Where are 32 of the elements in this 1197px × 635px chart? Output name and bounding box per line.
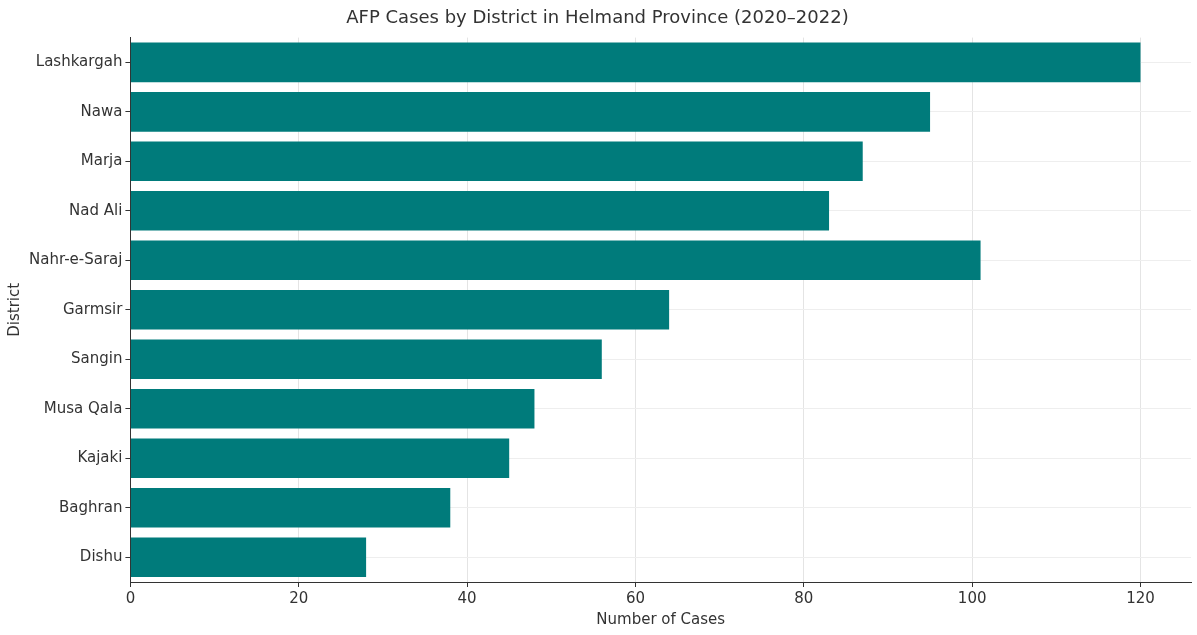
y-tick-label: Marja xyxy=(80,151,123,170)
bar xyxy=(130,438,510,479)
x-tick-label: 100 xyxy=(957,588,987,607)
y-axis-title: District xyxy=(4,282,23,337)
bar xyxy=(130,487,451,528)
x-axis-title: Number of Cases xyxy=(596,609,726,628)
bar xyxy=(130,42,1141,83)
y-tick-label: Garmsir xyxy=(62,299,124,318)
bar xyxy=(130,240,981,281)
bar xyxy=(130,191,830,231)
bar xyxy=(130,92,931,132)
bar xyxy=(130,537,367,578)
y-tick-label: Nad Ali xyxy=(69,200,123,219)
x-tick-label: 60 xyxy=(625,588,646,607)
x-tick-label: 20 xyxy=(289,588,309,607)
y-tick-label: Lashkargah xyxy=(35,52,123,71)
y-tick-label: Baghran xyxy=(59,497,123,516)
x-tick-label: 0 xyxy=(125,588,136,607)
x-tick-label: 80 xyxy=(794,588,814,607)
x-tick-label: 120 xyxy=(1126,588,1155,607)
bar xyxy=(130,141,863,182)
y-tick-label: Musa Qala xyxy=(43,398,123,417)
chart-title: AFP Cases by District in Helmand Province (2020–2022) xyxy=(346,6,849,28)
bar xyxy=(130,290,670,330)
bar xyxy=(130,388,535,429)
y-tick-label: Dishu xyxy=(79,547,123,566)
bar xyxy=(130,339,602,380)
y-tick-label: Nahr-e-Saraj xyxy=(29,250,123,269)
y-tick-label: Nawa xyxy=(80,101,123,120)
y-tick-label: Kajaki xyxy=(77,448,123,467)
x-tick-label: 40 xyxy=(457,588,477,607)
y-tick-label: Sangin xyxy=(71,349,123,368)
